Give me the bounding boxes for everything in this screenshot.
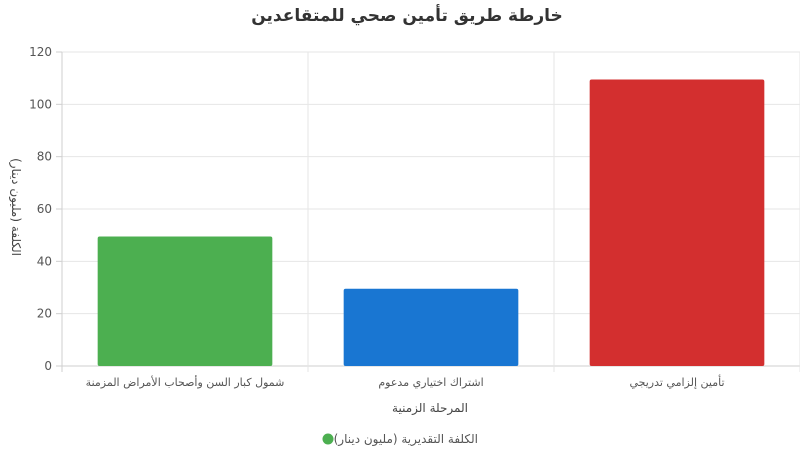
y-axis-label: الكلفة (مليون دينار) (8, 158, 23, 256)
bar-2 (343, 288, 519, 366)
x-tick-label: اشتراك اختياري مدعوم (378, 376, 483, 389)
bar-1 (97, 236, 273, 366)
legend[interactable]: الكلفة التقديرية (مليون دينار) (322, 432, 479, 447)
y-tick-label: 0 (44, 359, 52, 373)
bar-3 (589, 79, 765, 366)
y-tick-label: 120 (29, 45, 52, 59)
x-axis-ticks: شمول كبار السن وأصحاب الأمراض المزمنة اشت… (86, 374, 725, 389)
y-tick-label: 80 (37, 150, 52, 164)
legend-label: الكلفة التقديرية (مليون دينار) (334, 432, 478, 447)
legend-marker (322, 433, 334, 445)
y-tick-label: 60 (37, 202, 52, 216)
bars (97, 79, 765, 366)
chart-title: خارطة طريق تأمين صحي للمتقاعدين (251, 4, 563, 26)
y-tick-label: 20 (37, 307, 52, 321)
y-axis-ticks: 0 20 40 60 80 100 120 (29, 45, 52, 373)
x-axis-label: المرحلة الزمنية (392, 401, 468, 416)
y-tick-label: 40 (37, 254, 52, 268)
y-tick-label: 100 (29, 97, 52, 111)
x-tick-label: تأمين إلزامي تدريجي (629, 374, 724, 389)
x-tick-label: شمول كبار السن وأصحاب الأمراض المزمنة (86, 375, 285, 389)
